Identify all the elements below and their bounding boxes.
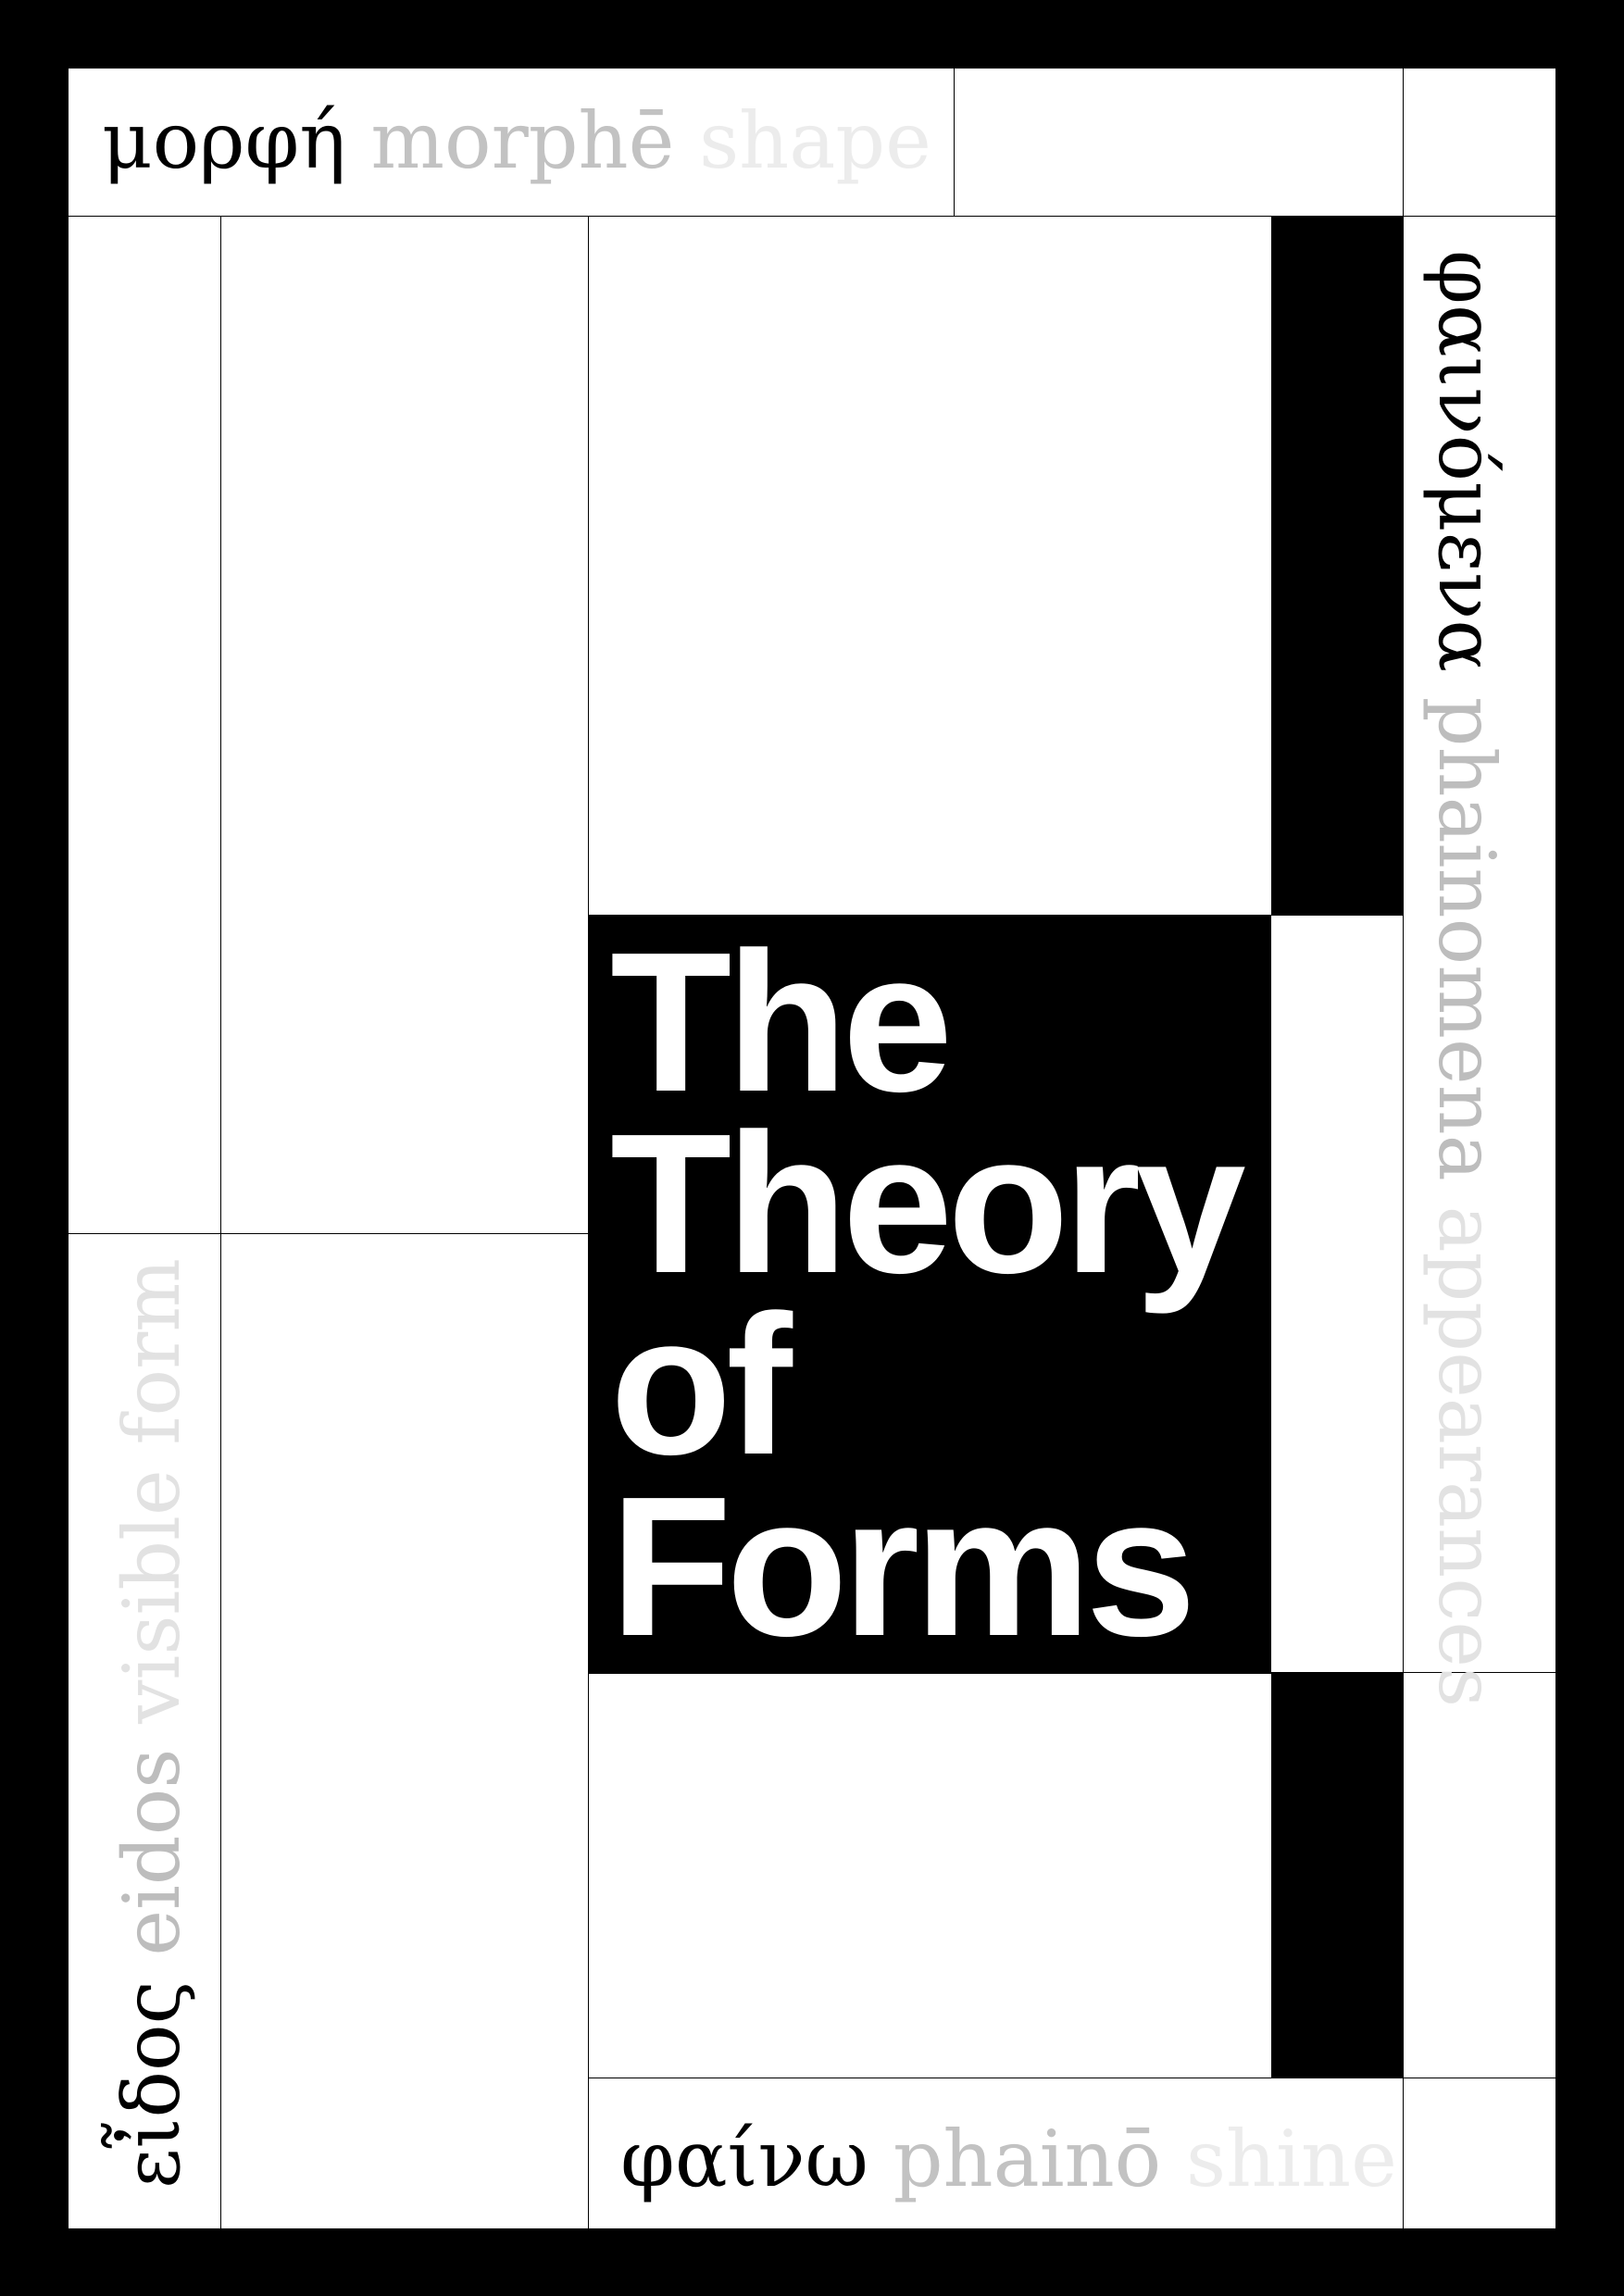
title-line: The	[610, 910, 953, 1133]
grid-line	[220, 216, 221, 2228]
english-word: shine	[1185, 2114, 1397, 2204]
black-bar-bottom	[1271, 1672, 1403, 2078]
english-word: shape	[699, 95, 931, 186]
greek-word: μορφή	[102, 95, 346, 186]
grid-line	[69, 1233, 588, 1234]
transliteration: morphē	[370, 95, 675, 186]
title-line: Forms	[610, 1454, 1196, 1678]
english-word: appearances	[1421, 1205, 1512, 1708]
grid-line	[1271, 915, 1403, 916]
title-line: Theory	[610, 1092, 1246, 1315]
transliteration: eidos	[106, 1748, 197, 1956]
title: The Theory of Forms	[610, 910, 1246, 1678]
poster-panel: The Theory of Forms μορφή morphē shape ε…	[69, 69, 1555, 2228]
top-label: μορφή morphē shape	[102, 94, 931, 187]
english-word: visible form	[106, 1258, 197, 1724]
grid-line	[69, 216, 1555, 217]
right-label: φαινόμενα phainomena appearances	[1420, 250, 1513, 1707]
bottom-label: φαίνω phainō shine	[620, 2113, 1397, 2205]
grid-line	[1403, 1672, 1555, 1673]
title-line: of	[610, 1273, 793, 1496]
grid-line	[1403, 69, 1404, 2228]
left-label: εἶδος eidos visible form	[106, 1258, 198, 2189]
grid-line	[954, 69, 955, 216]
title-block: The Theory of Forms	[588, 915, 1271, 1674]
greek-word: φαίνω	[620, 2114, 869, 2204]
transliteration: phainō	[893, 2114, 1162, 2204]
black-bar-top	[1271, 216, 1403, 915]
greek-word: φαινόμενα	[1421, 250, 1512, 673]
greek-word: εἶδος	[106, 1980, 197, 2189]
transliteration: phainomena	[1421, 696, 1512, 1181]
